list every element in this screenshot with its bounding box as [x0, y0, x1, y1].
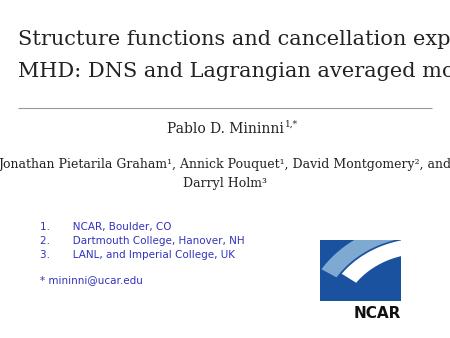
Text: Darryl Holm³: Darryl Holm³ [183, 177, 267, 190]
Text: 1,*: 1,* [285, 120, 298, 129]
Text: Structure functions and cancellation exponent in: Structure functions and cancellation exp… [18, 30, 450, 49]
Text: * mininni@ucar.edu: * mininni@ucar.edu [40, 275, 143, 285]
Text: 1.       NCAR, Boulder, CO: 1. NCAR, Boulder, CO [40, 222, 171, 232]
Text: 2.       Dartmouth College, Hanover, NH: 2. Dartmouth College, Hanover, NH [40, 236, 245, 246]
Text: NCAR: NCAR [353, 306, 400, 321]
Text: Pablo D. Mininni: Pablo D. Mininni [166, 122, 284, 136]
Text: 3.       LANL, and Imperial College, UK: 3. LANL, and Imperial College, UK [40, 250, 235, 260]
Text: MHD: DNS and Lagrangian averaged modeling: MHD: DNS and Lagrangian averaged modelin… [18, 62, 450, 81]
Text: Jonathan Pietarila Graham¹, Annick Pouquet¹, David Montgomery², and: Jonathan Pietarila Graham¹, Annick Pouqu… [0, 158, 450, 171]
Bar [320, 240, 400, 301]
Polygon shape [321, 223, 404, 277]
Polygon shape [342, 239, 413, 283]
Bar [320, 240, 400, 301]
